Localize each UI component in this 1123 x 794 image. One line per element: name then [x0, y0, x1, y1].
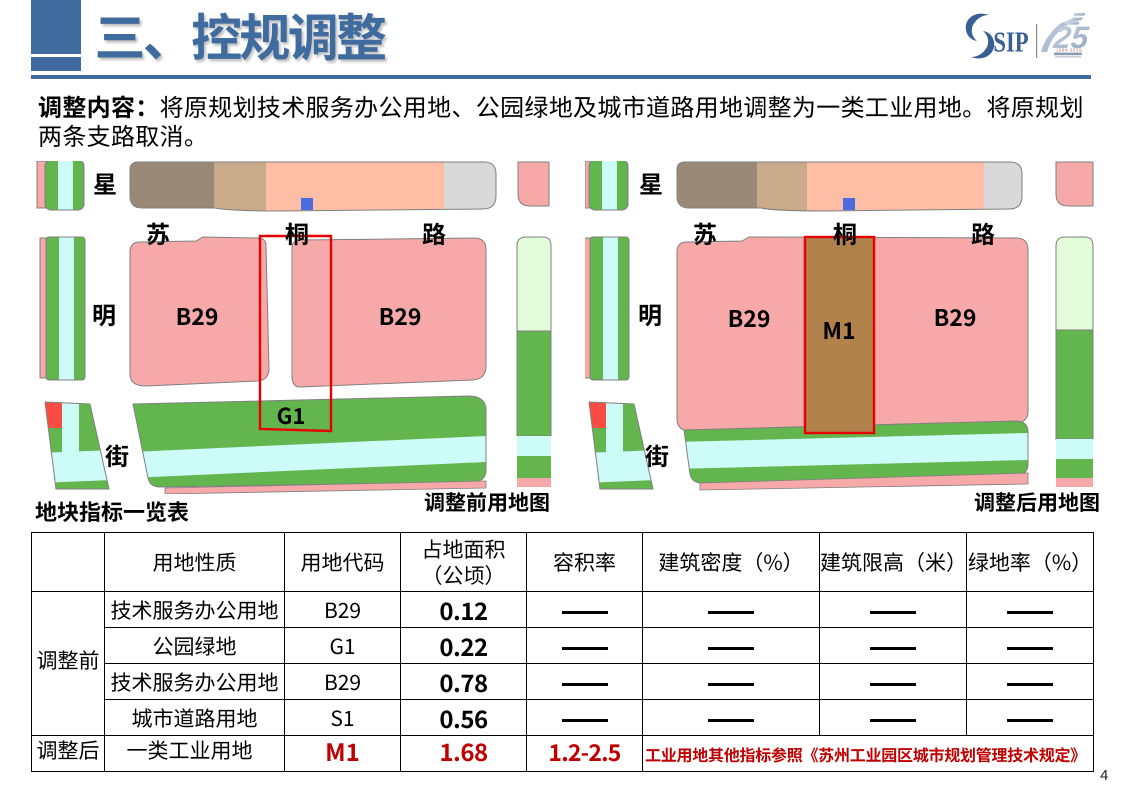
svg-text:路: 路 — [422, 215, 446, 250]
svg-text:1994 2019: 1994 2019 — [1056, 48, 1082, 53]
svg-text:M1: M1 — [822, 312, 855, 346]
svg-text:星: 星 — [93, 165, 117, 200]
svg-text:街: 街 — [645, 437, 669, 472]
svg-text:B29: B29 — [176, 298, 219, 332]
svg-text:SIP: SIP — [993, 26, 1028, 58]
svg-text:25: 25 — [1051, 20, 1091, 55]
svg-text:路: 路 — [971, 215, 995, 250]
svg-text:B29: B29 — [379, 298, 422, 332]
svg-text:桐: 桐 — [833, 215, 857, 250]
svg-text:G1: G1 — [277, 399, 306, 431]
svg-text:桐: 桐 — [285, 215, 309, 250]
svg-text:B29: B29 — [934, 299, 977, 333]
svg-text:B29: B29 — [728, 300, 771, 334]
svg-text:星: 星 — [639, 165, 663, 200]
svg-text:明: 明 — [92, 296, 116, 331]
svg-text:街: 街 — [105, 437, 129, 472]
svg-text:明: 明 — [638, 296, 662, 331]
svg-text:苏: 苏 — [146, 215, 170, 250]
svg-text:苏: 苏 — [693, 215, 717, 250]
